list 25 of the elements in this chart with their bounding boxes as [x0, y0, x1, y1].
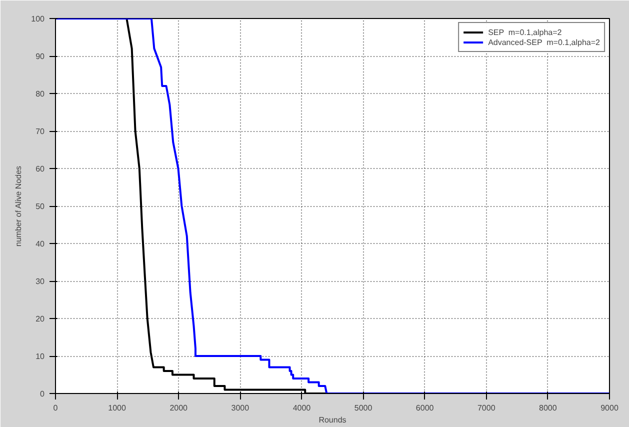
x-tick-label: 4000: [292, 404, 312, 412]
y-tick-label: 80: [36, 90, 46, 98]
y-tick-label: 90: [36, 52, 46, 61]
x-tick-label: 7000: [477, 404, 496, 412]
x-tick-label: 5000: [354, 404, 373, 412]
legend-label: SEP m=0.1,alpha=2: [488, 27, 562, 37]
y-tick-label: 60: [36, 164, 46, 174]
y-tick-label: 20: [36, 314, 46, 324]
y-tick-label: 30: [36, 277, 46, 286]
x-tick-label: 3000: [231, 404, 250, 412]
y-tick-label: 70: [36, 127, 46, 136]
x-tick-label: 2000: [170, 404, 188, 412]
x-tick-label: 6000: [416, 404, 434, 412]
x-tick-label: 9000: [600, 404, 619, 412]
y-tick-label: 100: [31, 14, 46, 24]
y-tick-label: 50: [36, 202, 46, 211]
y-tick-label: 10: [36, 352, 46, 361]
x-axis-title: Rounds: [318, 416, 346, 424]
x-tick-label: 8000: [539, 404, 558, 412]
y-tick-label: 0: [40, 390, 46, 398]
x-tick-label: 1000: [108, 404, 127, 412]
y-axis-title: number of Alive Nodes: [14, 166, 24, 246]
legend-label: Advanced-SEP m=0.1,alpha=2: [488, 37, 600, 47]
y-tick-label: 40: [36, 240, 46, 248]
x-tick-label: 0: [53, 404, 58, 412]
